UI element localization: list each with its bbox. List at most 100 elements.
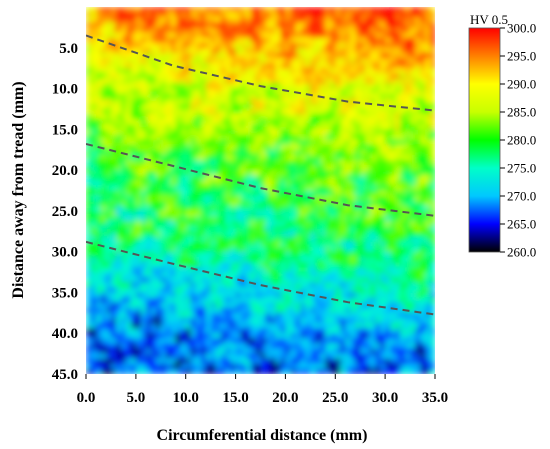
heatmap-cell xyxy=(200,144,207,151)
heatmap-cell xyxy=(220,32,227,39)
heatmap-cell xyxy=(275,180,282,187)
heatmap-cell xyxy=(405,27,411,34)
heatmap-cell xyxy=(195,328,202,334)
heatmap-cell xyxy=(220,42,227,49)
heatmap-cell xyxy=(415,27,421,34)
heatmap-cell xyxy=(105,272,112,278)
heatmap-cell xyxy=(370,129,376,136)
heatmap-cell xyxy=(320,129,326,136)
heatmap-cell xyxy=(195,63,202,69)
heatmap-cell xyxy=(365,185,371,192)
heatmap-cell xyxy=(275,190,282,197)
heatmap-cell xyxy=(280,363,287,370)
heatmap-cell xyxy=(415,231,421,237)
heatmap-cell xyxy=(220,124,227,130)
heatmap-cell xyxy=(195,27,202,34)
heatmap-cell xyxy=(95,139,102,146)
heatmap-cell xyxy=(315,175,321,181)
heatmap-cell xyxy=(280,328,287,334)
heatmap-cell xyxy=(230,185,237,192)
heatmap-cell xyxy=(385,83,391,90)
heatmap-cell xyxy=(235,297,242,304)
heatmap-cell xyxy=(180,241,187,248)
heatmap-cell xyxy=(250,297,257,304)
heatmap-cell xyxy=(285,114,292,120)
heatmap-cell xyxy=(415,83,421,90)
heatmap-cell xyxy=(410,134,416,141)
heatmap-cell xyxy=(135,231,142,237)
heatmap-cell xyxy=(415,159,421,166)
heatmap-cell xyxy=(275,52,282,59)
heatmap-cell xyxy=(235,7,242,13)
heatmap-cell xyxy=(390,297,396,304)
heatmap-cell xyxy=(350,180,356,187)
heatmap-cell xyxy=(125,7,132,13)
heatmap-cell xyxy=(265,7,272,13)
heatmap-cell xyxy=(150,333,157,339)
heatmap-cell xyxy=(380,241,386,248)
heatmap-cell xyxy=(425,282,431,288)
heatmap-cell xyxy=(120,261,127,268)
heatmap-cell xyxy=(360,37,366,44)
heatmap-cell xyxy=(390,277,396,283)
heatmap-cell xyxy=(400,88,406,95)
heatmap-cell xyxy=(390,302,396,309)
heatmap-cell xyxy=(260,139,267,146)
heatmap-cell xyxy=(365,119,371,125)
heatmap-cell xyxy=(420,73,426,79)
heatmap-cell xyxy=(175,175,182,181)
heatmap-cell xyxy=(365,353,371,360)
heatmap-cell xyxy=(140,73,147,79)
heatmap-cell xyxy=(145,57,152,64)
heatmap-cell xyxy=(115,348,122,355)
heatmap-cell xyxy=(430,47,435,54)
heatmap-cell xyxy=(320,353,326,360)
heatmap-cell xyxy=(275,103,282,110)
heatmap-cell xyxy=(400,32,406,39)
heatmap-cell xyxy=(195,231,202,237)
heatmap-cell xyxy=(150,42,157,49)
heatmap-cell xyxy=(160,103,167,110)
heatmap-cell xyxy=(380,52,386,59)
heatmap-cell xyxy=(330,266,336,273)
heatmap-cell xyxy=(90,149,97,156)
heatmap-cell xyxy=(130,256,137,263)
heatmap-cell xyxy=(380,78,386,85)
heatmap-cell xyxy=(150,368,157,374)
heatmap-cell xyxy=(125,73,132,79)
heatmap-cell xyxy=(150,277,157,283)
heatmap-cell xyxy=(300,170,306,176)
heatmap-cell xyxy=(315,317,321,324)
heatmap-cell xyxy=(245,272,252,278)
heatmap-cell xyxy=(220,68,227,74)
heatmap-cell xyxy=(395,68,401,74)
heatmap-cell xyxy=(340,210,346,217)
heatmap-cell xyxy=(160,144,167,151)
heatmap-cell xyxy=(225,256,232,263)
heatmap-cell xyxy=(255,277,262,283)
heatmap-cell xyxy=(230,114,237,120)
heatmap-cell xyxy=(100,333,107,339)
heatmap-cell xyxy=(280,63,287,69)
heatmap-cell xyxy=(415,343,421,350)
heatmap-cell xyxy=(215,159,222,166)
heatmap-cell xyxy=(270,103,277,110)
heatmap-cell xyxy=(140,323,147,329)
heatmap-cell xyxy=(395,358,401,365)
heatmap-cell xyxy=(150,83,157,90)
heatmap-cell xyxy=(230,317,237,324)
heatmap-cell xyxy=(195,323,202,329)
heatmap-cell xyxy=(410,277,416,283)
heatmap-cell xyxy=(245,195,252,202)
heatmap-cell xyxy=(210,348,217,355)
heatmap-cell xyxy=(280,256,287,263)
heatmap-cell xyxy=(195,348,202,355)
heatmap-cell xyxy=(170,272,177,278)
heatmap-cell xyxy=(340,180,346,187)
heatmap-cell xyxy=(120,287,127,294)
heatmap-cell xyxy=(170,78,177,85)
heatmap-cell xyxy=(170,215,177,222)
heatmap-cell xyxy=(220,210,227,217)
heatmap-cell xyxy=(390,323,396,329)
heatmap-cell xyxy=(115,114,122,120)
